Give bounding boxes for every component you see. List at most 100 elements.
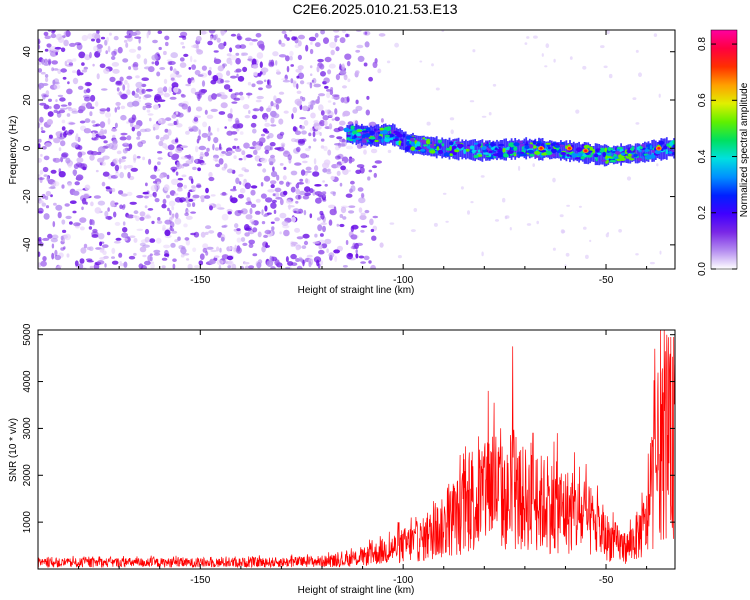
noise-blob [603, 65, 608, 69]
signal-blob [529, 144, 534, 149]
noise-blob [144, 102, 152, 107]
noise-blob [144, 94, 152, 98]
noise-blob [330, 87, 334, 92]
noise-blob [113, 158, 119, 164]
y-tick-label: 4000 [22, 370, 33, 393]
noise-blob [323, 37, 329, 44]
noise-blob [174, 217, 182, 225]
noise-blob [244, 115, 251, 119]
noise-blob [246, 197, 251, 202]
noise-blob [324, 85, 329, 89]
noise-blob [85, 258, 93, 262]
noise-blob [199, 253, 205, 260]
signal-blob [492, 150, 496, 153]
noise-blob [153, 252, 161, 256]
noise-blob [360, 229, 365, 233]
noise-blob [342, 216, 347, 220]
noise-blob [149, 238, 156, 243]
noise-blob [290, 253, 297, 260]
noise-blob [195, 48, 202, 53]
noise-blob [227, 211, 232, 215]
noise-blob [167, 144, 175, 151]
noise-blob [220, 30, 227, 35]
noise-blob [91, 38, 95, 42]
signal-blob [666, 143, 671, 147]
noise-blob [226, 255, 234, 261]
noise-blob [279, 131, 285, 136]
noise-blob [257, 163, 262, 167]
noise-blob [239, 181, 242, 185]
noise-blob [120, 132, 128, 136]
noise-blob [62, 229, 67, 233]
noise-blob [260, 158, 268, 163]
noise-blob [264, 205, 268, 212]
noise-blob [81, 62, 85, 66]
noise-blob [177, 182, 183, 188]
noise-blob [174, 193, 179, 196]
noise-blob [224, 80, 230, 83]
signal-blob [633, 153, 638, 158]
signal-blob [437, 149, 444, 154]
noise-blob [254, 210, 261, 215]
noise-blob [229, 47, 233, 53]
noise-blob [129, 201, 137, 205]
noise-blob [192, 247, 197, 253]
noise-blob [137, 46, 142, 51]
signal-blob [547, 146, 551, 150]
noise-blob [38, 61, 42, 66]
noise-blob [304, 192, 311, 197]
signal-blob [588, 150, 593, 153]
noise-blob [320, 222, 328, 226]
noise-blob [450, 129, 454, 135]
noise-blob [326, 248, 329, 253]
noise-blob [227, 113, 233, 119]
signal-band-column [576, 142, 579, 162]
noise-blob [185, 215, 193, 220]
noise-blob [123, 165, 127, 170]
noise-blob [184, 196, 190, 203]
signal-blob [649, 145, 653, 150]
noise-blob [582, 65, 587, 70]
noise-blob [279, 180, 284, 185]
signal-blob [627, 153, 632, 157]
noise-blob [252, 253, 258, 257]
noise-blob [111, 260, 119, 265]
noise-blob [127, 171, 131, 179]
noise-blob [126, 191, 133, 196]
noise-blob [153, 249, 161, 254]
noise-blob [180, 145, 188, 148]
noise-blob [172, 169, 176, 173]
noise-blob [195, 158, 198, 164]
noise-blob [318, 193, 327, 198]
noise-blob [355, 49, 361, 53]
noise-blob [112, 134, 116, 139]
signal-blob [589, 146, 594, 152]
noise-blob [229, 195, 233, 203]
signal-band-column [574, 143, 577, 161]
noise-blob [111, 247, 116, 254]
noise-blob [97, 47, 102, 54]
noise-blob [283, 229, 290, 237]
noise-blob [180, 41, 185, 45]
noise-blob [261, 221, 266, 225]
noise-blob [265, 197, 273, 203]
noise-blob [589, 239, 592, 243]
signal-blob [532, 140, 537, 145]
noise-blob [208, 176, 215, 182]
noise-blob [54, 249, 58, 257]
noise-blob [340, 165, 346, 171]
noise-blob [394, 42, 399, 48]
noise-blob [111, 128, 118, 132]
noise-blob [264, 229, 272, 235]
signal-blob [562, 154, 566, 159]
noise-blob [248, 239, 255, 245]
noise-blob [244, 182, 251, 190]
noise-blob [59, 107, 68, 111]
noise-blob [326, 89, 331, 92]
noise-blob [126, 101, 135, 108]
noise-blob [194, 91, 201, 96]
signal-blob [654, 149, 662, 155]
signal-blob [384, 137, 391, 143]
noise-blob [42, 166, 49, 173]
noise-blob [195, 145, 199, 153]
